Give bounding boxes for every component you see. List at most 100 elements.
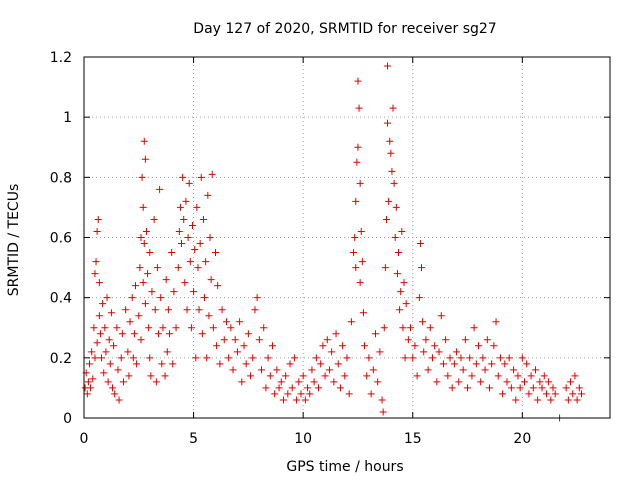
- data-point: [95, 279, 103, 287]
- data-point: [384, 62, 392, 70]
- x-tick-label: 20: [513, 431, 531, 447]
- data-point: [496, 354, 504, 362]
- data-point: [339, 342, 347, 350]
- data-point: [207, 276, 215, 284]
- data-point: [315, 384, 323, 392]
- data-point: [165, 330, 173, 338]
- data-point: [444, 372, 452, 380]
- data-point: [379, 408, 387, 416]
- data-point: [93, 339, 101, 347]
- data-point: [157, 294, 165, 302]
- data-point: [310, 378, 318, 386]
- data-point: [378, 396, 386, 404]
- data-point: [505, 354, 513, 362]
- data-point: [214, 282, 222, 290]
- data-point: [446, 354, 454, 362]
- data-point: [479, 354, 487, 362]
- data-point: [279, 396, 287, 404]
- data-point: [413, 372, 421, 380]
- data-point: [178, 240, 186, 248]
- data-point: [494, 372, 502, 380]
- data-point: [575, 384, 583, 392]
- data-point: [113, 324, 121, 332]
- data-point: [115, 396, 123, 404]
- data-point: [266, 372, 274, 380]
- data-point: [359, 309, 367, 317]
- data-point: [409, 354, 417, 362]
- data-point: [284, 390, 292, 398]
- data-point: [136, 264, 144, 272]
- data-point: [153, 264, 161, 272]
- data-point: [137, 234, 145, 241]
- data-point: [168, 249, 176, 257]
- data-point: [523, 360, 531, 368]
- data-point: [119, 378, 127, 386]
- data-point: [139, 279, 147, 287]
- data-point: [199, 215, 207, 223]
- data-point: [90, 324, 98, 332]
- x-tick-label: 10: [294, 431, 312, 447]
- data-point: [89, 375, 97, 383]
- data-point: [424, 366, 432, 374]
- data-point: [183, 306, 191, 314]
- data-point: [290, 354, 298, 362]
- data-point: [510, 366, 518, 374]
- data-point: [545, 378, 553, 386]
- data-point: [358, 258, 366, 266]
- x-tick-label: 15: [404, 431, 422, 447]
- data-point: [213, 342, 221, 350]
- data-point: [396, 306, 404, 314]
- x-tick-label: 5: [189, 431, 198, 447]
- data-point: [197, 173, 205, 181]
- data-point: [457, 354, 465, 362]
- data-point: [107, 309, 115, 317]
- data-point: [299, 372, 307, 380]
- data-point: [130, 330, 138, 338]
- data-point: [240, 342, 248, 350]
- data-point: [190, 288, 198, 296]
- data-point: [369, 366, 377, 374]
- data-point: [194, 264, 202, 272]
- data-point: [354, 143, 362, 151]
- data-point: [118, 330, 126, 338]
- data-point: [139, 203, 147, 211]
- data-point: [312, 354, 320, 362]
- data-point: [306, 390, 314, 398]
- data-point: [208, 170, 216, 178]
- data-point: [236, 318, 244, 326]
- data-point: [328, 348, 336, 356]
- data-point: [392, 203, 400, 211]
- data-point: [354, 77, 362, 85]
- data-point: [551, 390, 559, 398]
- data-point: [529, 384, 537, 392]
- data-point: [202, 258, 210, 266]
- data-point: [365, 354, 373, 362]
- data-point: [404, 336, 412, 344]
- data-point: [268, 342, 276, 350]
- y-tick-labels: 0 0.2 0.4 0.6 0.8 1 1.2: [50, 50, 72, 427]
- data-point: [218, 306, 226, 314]
- data-point: [126, 318, 134, 326]
- data-point: [382, 215, 390, 223]
- data-point: [174, 264, 182, 272]
- data-point: [516, 384, 524, 392]
- data-point: [111, 390, 119, 398]
- data-point: [103, 294, 111, 302]
- y-tick-label: 0.4: [50, 291, 72, 307]
- data-point: [415, 294, 423, 302]
- data-point: [470, 324, 478, 332]
- data-point: [512, 396, 520, 404]
- data-point: [204, 191, 212, 199]
- data-point: [442, 336, 450, 344]
- data-point: [351, 234, 359, 241]
- data-point: [398, 227, 406, 235]
- data-point: [198, 330, 206, 338]
- data-point: [426, 324, 434, 332]
- y-tick-label: 1.2: [50, 50, 72, 66]
- data-point: [411, 342, 419, 350]
- data-point: [345, 390, 353, 398]
- data-point: [94, 215, 102, 223]
- data-point: [388, 167, 396, 175]
- data-point: [420, 348, 428, 356]
- data-point: [567, 378, 575, 386]
